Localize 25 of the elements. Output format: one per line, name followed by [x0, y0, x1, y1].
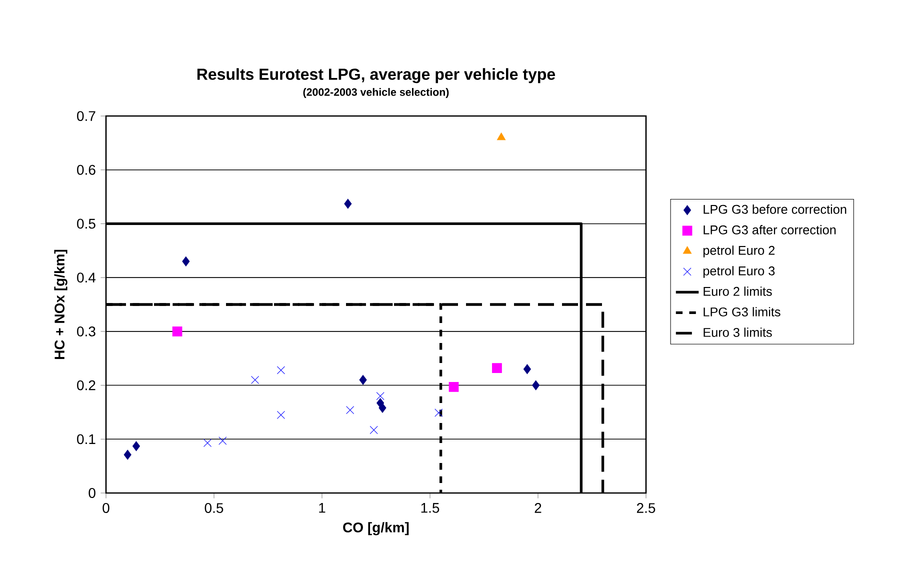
x-tick-label: 1.5: [421, 503, 440, 513]
legend-label: Euro 2 limits: [704, 286, 772, 296]
y-tick-label: 0.4: [77, 272, 96, 283]
legend-label: LPG G3 before correction: [704, 204, 846, 214]
y-tick-label: 0.3: [77, 326, 96, 336]
legend-label: petrol Euro 2: [703, 246, 775, 258]
y-tick-label: 0.1: [77, 434, 96, 444]
legend-label: petrol Euro 3: [703, 266, 775, 278]
y-tick-label: 0.2: [77, 380, 96, 390]
y-tick-label: 0: [88, 488, 96, 498]
legend-label: LPG G3 after correction: [704, 225, 836, 234]
chart-title: Results Eurotest LPG, average per vehicle type: [197, 68, 556, 84]
legend-label: LPG G3 limits: [704, 307, 780, 316]
legend-label: Euro 3 limits: [704, 328, 772, 337]
x-tick-label: 0: [102, 503, 110, 513]
x-tick-label: 0.5: [204, 503, 224, 513]
x-axis-title: CO [g/km]: [343, 522, 409, 536]
y-tick-label: 0.6: [77, 164, 96, 175]
y-tick-label: 0.5: [77, 218, 96, 229]
chart-subtitle: (2002-2003 vehicle selection): [303, 88, 449, 98]
x-tick-label: 1: [319, 503, 326, 513]
x-tick-label: 2: [534, 503, 542, 513]
x-tick-label: 2.5: [636, 503, 656, 513]
y-tick-label: 0.7: [77, 111, 96, 121]
y-axis-title: HC + NOx [g/km]: [54, 250, 68, 359]
